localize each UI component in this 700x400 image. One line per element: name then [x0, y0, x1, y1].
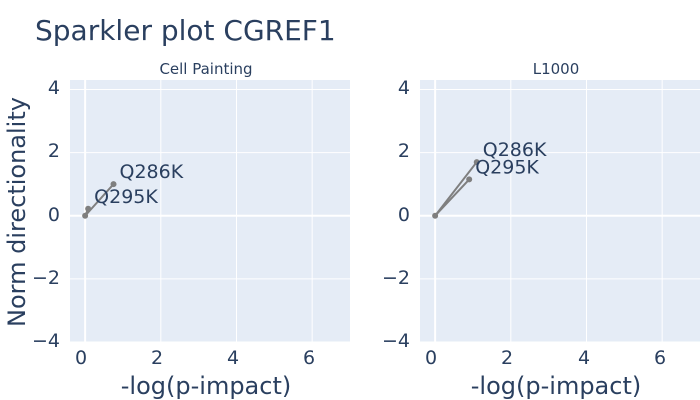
sparkler-line — [434, 161, 478, 217]
x-tick: 0 — [75, 347, 87, 369]
y-tick: 2 — [398, 140, 410, 162]
data-point[interactable] — [85, 205, 92, 212]
x-tick: 2 — [501, 347, 513, 369]
sparkler-line — [434, 178, 470, 217]
grid-l1000 — [420, 80, 700, 343]
subtitle-cell-painting: Cell Painting — [159, 60, 252, 78]
y-tick: −2 — [382, 267, 410, 289]
y-tick: 4 — [48, 77, 60, 99]
x-axis-label-l1000: -log(p-impact) — [471, 372, 641, 400]
plot-area-cell-painting — [70, 80, 350, 342]
grid-cell-painting — [70, 80, 350, 343]
x-tick: 6 — [303, 347, 315, 369]
y-tick: 4 — [398, 77, 410, 99]
data-point[interactable] — [473, 159, 480, 166]
panel-cell-painting: Q286K Q295K Cell Painting 4 2 0 −2 −4 0 2… — [32, 60, 350, 400]
x-tick: 2 — [151, 347, 163, 369]
point-label: Q295K — [475, 156, 539, 178]
x-tick: 6 — [654, 347, 666, 369]
y-tick: −2 — [32, 267, 60, 289]
y-tick: −4 — [382, 330, 410, 352]
point-label: Q295K — [94, 186, 158, 208]
y-axis-label: Norm directionality — [3, 97, 31, 327]
point-label: Q286K — [483, 139, 547, 161]
x-tick: 0 — [425, 347, 437, 369]
marks-cell-painting: Q286K Q295K — [82, 161, 184, 219]
y-tick: 0 — [48, 204, 60, 226]
x-axis-label-cell-painting: -log(p-impact) — [121, 372, 291, 400]
y-tick: 2 — [48, 140, 60, 162]
x-tick: 4 — [578, 347, 590, 369]
plot-area-l1000 — [420, 80, 700, 342]
data-point[interactable] — [466, 176, 473, 183]
x-tick: 4 — [227, 347, 239, 369]
point-label: Q286K — [120, 161, 184, 183]
subtitle-l1000: L1000 — [533, 60, 580, 78]
y-tick: 0 — [398, 204, 410, 226]
chart-title: Sparkler plot CGREF1 — [35, 14, 336, 47]
y-tick: −4 — [32, 330, 60, 352]
data-point[interactable] — [110, 181, 117, 188]
